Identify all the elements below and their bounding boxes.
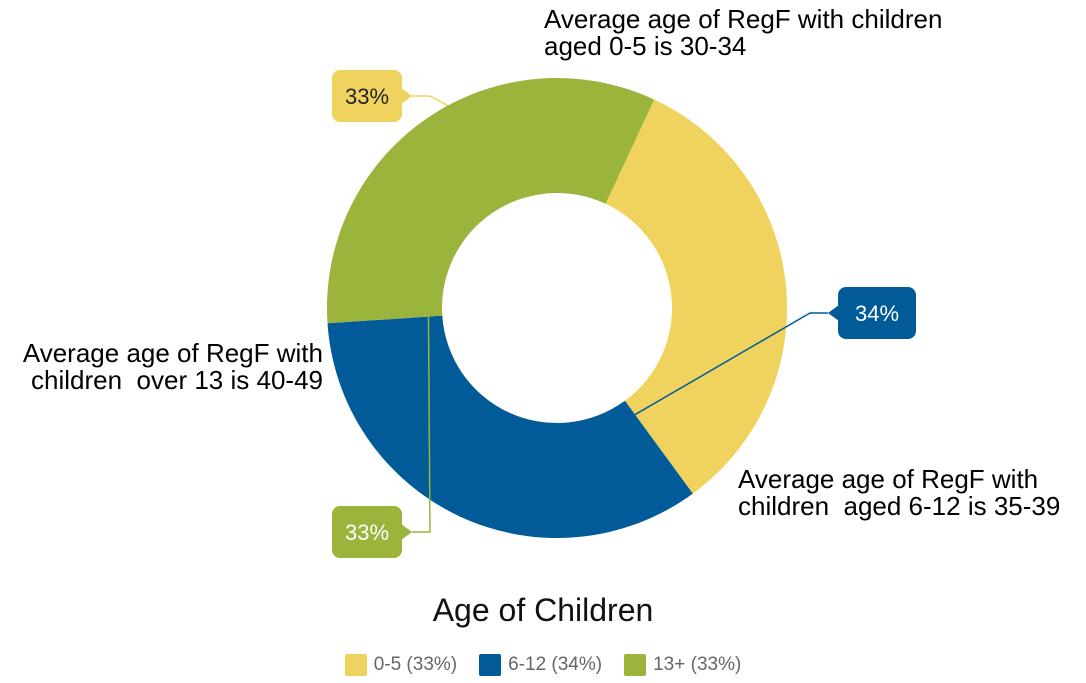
legend: 0-5 (33%) 6-12 (34%) 13+ (33%) [0, 654, 1086, 676]
legend-label-6-12: 6-12 (34%) [508, 654, 603, 675]
legend-swatch-0-5 [344, 654, 367, 676]
value-callout-6-12: 34% [828, 287, 916, 339]
value-callout-0-5: 33% [332, 70, 412, 122]
legend-swatch-13-plus [624, 654, 647, 676]
value-label-0-5: 33% [345, 84, 389, 109]
annotation-0-5: Average age of RegF with children aged 0… [544, 4, 943, 61]
legend-item-0-5[interactable]: 0-5 (33%) [344, 654, 458, 676]
legend-swatch-6-12 [479, 654, 502, 676]
value-callout-13-plus: 33% [332, 506, 412, 558]
value-label-6-12: 34% [855, 301, 899, 326]
donut-slice-13-plus[interactable] [327, 78, 655, 324]
donut-slice-6-12[interactable] [327, 315, 693, 538]
donut-slice-0-5[interactable] [605, 99, 787, 494]
legend-label-13-plus: 13+ (33%) [653, 654, 742, 675]
chart-title: Age of Children [432, 592, 654, 628]
leader-line-0-5 [412, 95, 787, 287]
legend-label-0-5: 0-5 (33%) [373, 654, 458, 675]
annotation-13-plus: Average age of RegF with children over 1… [22, 338, 323, 395]
value-label-13-plus: 33% [345, 520, 389, 545]
leader-line-13-plus [412, 118, 431, 533]
annotation-6-12: Average age of RegF with children aged 6… [738, 464, 1061, 521]
leader-line-6-12 [459, 312, 828, 518]
legend-item-6-12[interactable]: 6-12 (34%) [479, 654, 602, 676]
legend-item-13-plus[interactable]: 13+ (33%) [624, 654, 741, 676]
